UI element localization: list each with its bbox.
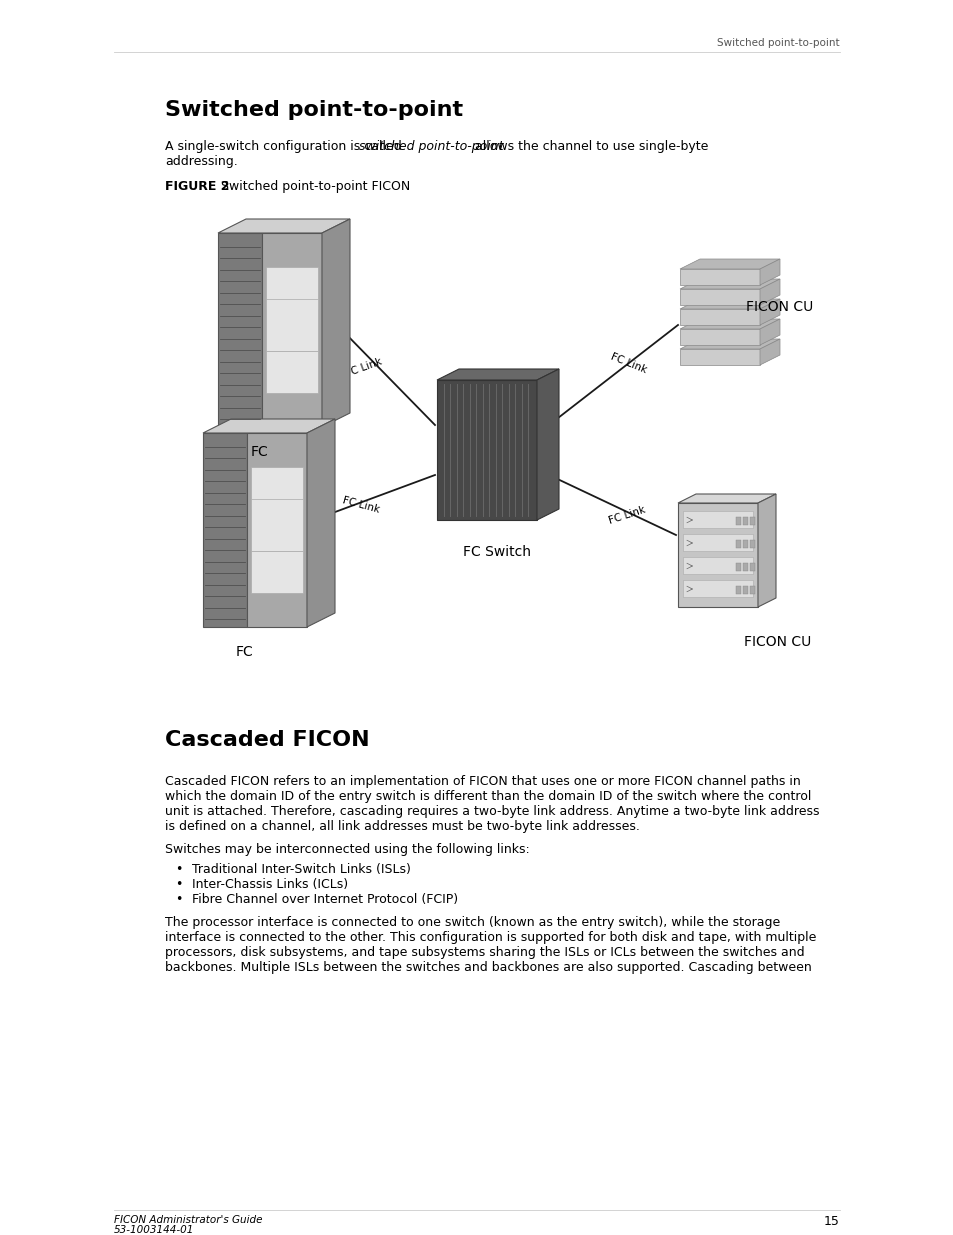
Polygon shape [679, 350, 760, 366]
Text: FC: FC [236, 645, 253, 659]
Polygon shape [742, 563, 747, 571]
Polygon shape [749, 517, 754, 525]
Polygon shape [760, 259, 780, 285]
Polygon shape [436, 369, 558, 380]
Text: A single-switch configuration is called: A single-switch configuration is called [165, 140, 405, 153]
Text: allows the channel to use single-byte: allows the channel to use single-byte [470, 140, 707, 153]
Text: processors, disk subsystems, and tape subsystems sharing the ISLs or ICLs betwee: processors, disk subsystems, and tape su… [165, 946, 803, 960]
Polygon shape [218, 219, 350, 233]
Polygon shape [679, 269, 760, 285]
Polygon shape [735, 585, 740, 594]
Polygon shape [679, 329, 760, 345]
Polygon shape [735, 540, 740, 548]
Text: FC Link: FC Link [344, 357, 383, 379]
Text: FC Link: FC Link [608, 351, 647, 374]
Polygon shape [251, 551, 303, 593]
Text: is defined on a channel, all link addresses must be two-byte link addresses.: is defined on a channel, all link addres… [165, 820, 639, 832]
Polygon shape [749, 563, 754, 571]
Polygon shape [749, 540, 754, 548]
Text: Cascaded FICON refers to an implementation of FICON that uses one or more FICON : Cascaded FICON refers to an implementati… [165, 776, 800, 788]
Text: FICON CU: FICON CU [743, 635, 811, 650]
Text: •: • [174, 878, 182, 890]
Polygon shape [742, 517, 747, 525]
Polygon shape [735, 517, 740, 525]
Polygon shape [682, 557, 752, 574]
Polygon shape [735, 563, 740, 571]
Polygon shape [742, 540, 747, 548]
Text: The processor interface is connected to one switch (known as the entry switch), : The processor interface is connected to … [165, 916, 780, 929]
Text: FC Switch: FC Switch [462, 545, 531, 559]
Text: which the domain ID of the entry switch is different than the domain ID of the s: which the domain ID of the entry switch … [165, 790, 810, 803]
Polygon shape [679, 319, 780, 329]
Text: FIGURE 2: FIGURE 2 [165, 180, 230, 193]
Polygon shape [678, 494, 775, 503]
Text: FICON Administrator's Guide: FICON Administrator's Guide [113, 1215, 262, 1225]
Polygon shape [758, 494, 775, 606]
Text: Traditional Inter-Switch Links (ISLs): Traditional Inter-Switch Links (ISLs) [192, 863, 411, 876]
Polygon shape [682, 511, 752, 529]
Text: unit is attached. Therefore, cascading requires a two-byte link address. Anytime: unit is attached. Therefore, cascading r… [165, 805, 819, 818]
Polygon shape [679, 338, 780, 350]
Text: FC Link: FC Link [341, 495, 380, 515]
Text: Fibre Channel over Internet Protocol (FCIP): Fibre Channel over Internet Protocol (FC… [192, 893, 457, 906]
Polygon shape [682, 580, 752, 597]
Text: Switched point-to-point: Switched point-to-point [165, 100, 462, 120]
Polygon shape [537, 369, 558, 520]
Polygon shape [760, 279, 780, 305]
Text: •: • [174, 893, 182, 906]
Polygon shape [262, 233, 322, 427]
Polygon shape [203, 419, 335, 433]
Polygon shape [678, 503, 758, 606]
Polygon shape [436, 380, 537, 520]
Text: Cascaded FICON: Cascaded FICON [165, 730, 369, 750]
Text: Switches may be interconnected using the following links:: Switches may be interconnected using the… [165, 844, 529, 856]
Text: backbones. Multiple ISLs between the switches and backbones are also supported. : backbones. Multiple ISLs between the swi… [165, 961, 811, 974]
Polygon shape [251, 499, 303, 551]
Polygon shape [682, 534, 752, 551]
Polygon shape [218, 233, 262, 427]
Polygon shape [247, 433, 307, 627]
Polygon shape [322, 219, 350, 427]
Text: FC: FC [251, 445, 269, 459]
Text: addressing.: addressing. [165, 156, 237, 168]
Polygon shape [203, 433, 247, 627]
Polygon shape [679, 279, 780, 289]
Text: 53-1003144-01: 53-1003144-01 [113, 1225, 194, 1235]
Text: switched point-to-point: switched point-to-point [358, 140, 503, 153]
Polygon shape [760, 299, 780, 325]
Polygon shape [742, 585, 747, 594]
Polygon shape [679, 259, 780, 269]
Text: Switched point-to-point FICON: Switched point-to-point FICON [216, 180, 410, 193]
Text: FICON CU: FICON CU [745, 300, 813, 314]
Polygon shape [679, 289, 760, 305]
Text: FC Link: FC Link [607, 504, 646, 526]
Text: 15: 15 [823, 1215, 840, 1228]
Polygon shape [760, 338, 780, 366]
Polygon shape [251, 467, 303, 509]
Polygon shape [307, 419, 335, 627]
Polygon shape [749, 585, 754, 594]
Polygon shape [266, 351, 317, 393]
Polygon shape [760, 319, 780, 345]
Text: Switched point-to-point: Switched point-to-point [717, 38, 840, 48]
Polygon shape [679, 299, 780, 309]
Text: Inter-Chassis Links (ICLs): Inter-Chassis Links (ICLs) [192, 878, 348, 890]
Polygon shape [266, 299, 317, 351]
Polygon shape [679, 309, 760, 325]
Text: interface is connected to the other. This configuration is supported for both di: interface is connected to the other. Thi… [165, 931, 816, 944]
Text: •: • [174, 863, 182, 876]
Polygon shape [266, 267, 317, 309]
